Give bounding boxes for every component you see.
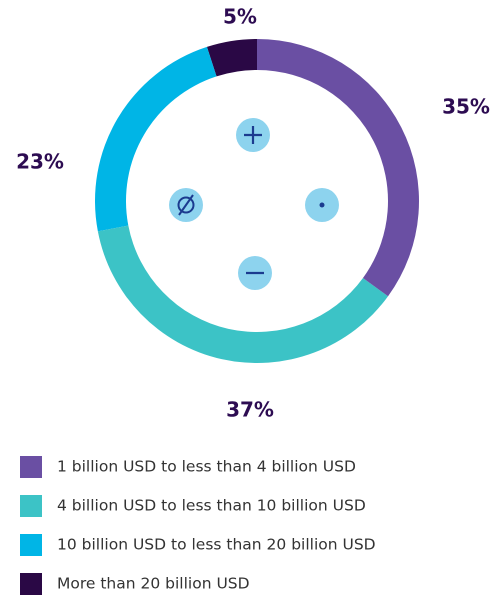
donut-segment <box>95 46 217 232</box>
legend-swatch <box>20 495 42 517</box>
center-icons <box>169 118 339 290</box>
legend-label: 4 billion USD to less than 10 billion US… <box>57 497 366 515</box>
legend-swatch <box>20 573 42 595</box>
legend-swatch <box>20 534 42 556</box>
legend-label: 1 billion USD to less than 4 billion USD <box>57 458 356 476</box>
donut-segment <box>97 225 389 363</box>
donut-segment <box>257 39 419 297</box>
value-label: 5% <box>223 5 257 29</box>
legend-label: More than 20 billion USD <box>57 575 250 593</box>
donut-segment <box>206 39 257 77</box>
legend-swatch <box>20 456 42 478</box>
value-label: 37% <box>226 398 274 422</box>
legend-label: 10 billion USD to less than 20 billion U… <box>57 536 376 554</box>
value-label: 23% <box>16 150 64 174</box>
value-label: 35% <box>442 95 490 119</box>
